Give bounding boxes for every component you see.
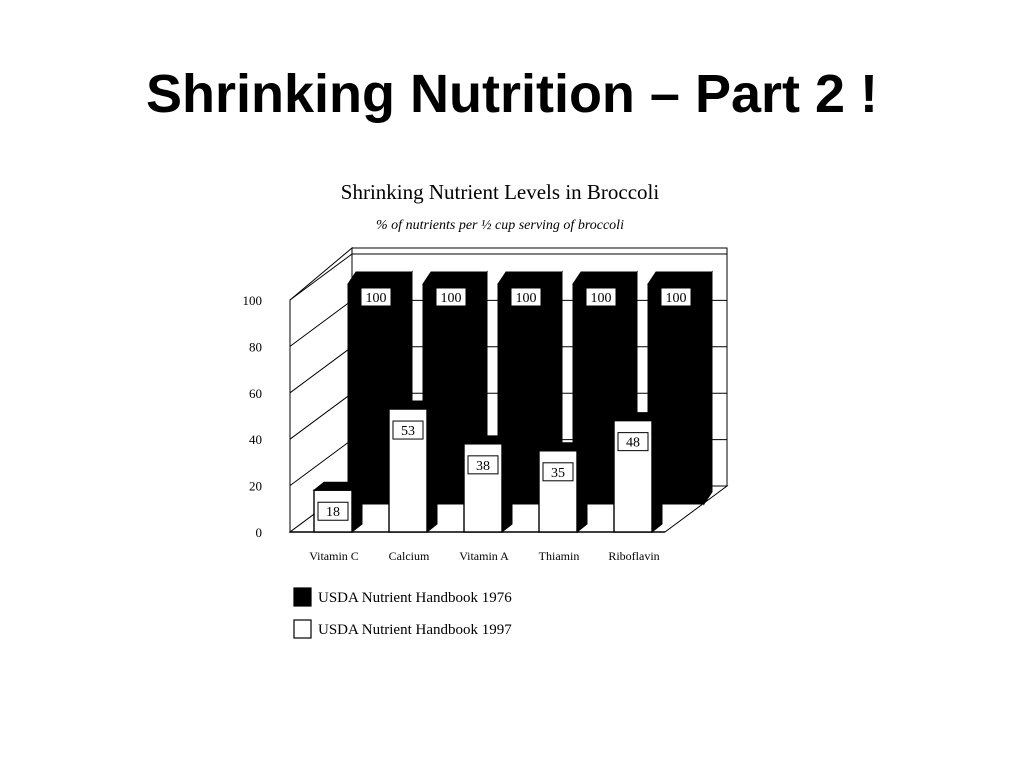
y-tick-label: 60 xyxy=(249,386,262,401)
bar-1997-label: 38 xyxy=(467,455,499,475)
bar-1976-label-text: 100 xyxy=(666,291,687,306)
legend-swatch xyxy=(293,587,312,607)
x-category-label: Calcium xyxy=(389,549,430,563)
chart-subtitle: % of nutrients per ½ cup serving of broc… xyxy=(376,218,624,233)
bar-1997-label: 35 xyxy=(542,462,574,482)
bar-1997-label-box xyxy=(317,501,349,521)
bar-1976-label-text: 100 xyxy=(441,291,462,306)
y-tick-labels: 0 20 40 60 80 100 xyxy=(243,293,263,540)
gridline-side xyxy=(289,439,353,487)
bar-1976-label: 100 xyxy=(585,287,617,307)
bar-1976-label-box xyxy=(510,287,542,307)
bar-1997-label-box xyxy=(467,455,499,475)
y-tick-label: 100 xyxy=(243,293,263,308)
bar-1997-side xyxy=(351,481,363,534)
bar-1997-label-text: 38 xyxy=(476,459,490,474)
x-category-label: Riboflavin xyxy=(608,549,659,563)
bar-1976-label-text: 100 xyxy=(516,291,537,306)
chart-legend: USDA Nutrient Handbook 1976 USDA Nutrient… xyxy=(293,587,512,639)
gridline-side xyxy=(289,299,353,347)
gridline-side xyxy=(289,253,353,301)
x-category-label: Thiamin xyxy=(539,549,580,563)
y-tick-label: 20 xyxy=(249,479,262,494)
bar-1976-top xyxy=(422,271,488,285)
bar-1976-side xyxy=(703,270,713,506)
bar-1997-label-text: 53 xyxy=(401,424,415,439)
bar-1997-label: 53 xyxy=(392,420,424,440)
slide-title: Shrinking Nutrition – Part 2 ! xyxy=(145,64,879,124)
y-tick-label: 40 xyxy=(249,432,262,447)
bar-1976-top xyxy=(347,271,413,285)
gridline-side xyxy=(289,346,353,394)
gridline-side xyxy=(289,392,353,440)
bar-1976-label-box xyxy=(660,287,692,307)
legend-label: USDA Nutrient Handbook 1976 xyxy=(318,590,512,606)
bar-1976-label-box xyxy=(360,287,392,307)
y-tick-label: 80 xyxy=(249,339,262,354)
bar-1997 xyxy=(537,441,589,534)
legend-label: USDA Nutrient Handbook 1997 xyxy=(318,622,512,638)
bar-1976-label: 100 xyxy=(510,287,542,307)
bar-1976-label-box xyxy=(585,287,617,307)
bar-1976-label: 100 xyxy=(435,287,467,307)
chart-bars: 100 100 100 100 100 18 53 38 35 48 xyxy=(312,270,713,534)
bar-1976-label-box xyxy=(435,287,467,307)
bar-1976-label-text: 100 xyxy=(366,291,387,306)
bar-1997-label-box xyxy=(617,432,649,452)
bar-1997-side xyxy=(501,434,513,534)
bar-1997-label-box xyxy=(392,420,424,440)
x-category-label: Vitamin A xyxy=(459,549,509,563)
bar-1997-side xyxy=(426,399,438,534)
bar-1976-top xyxy=(572,271,638,285)
bar-1976-top xyxy=(647,271,713,285)
chart-title: Shrinking Nutrient Levels in Broccoli xyxy=(341,180,660,204)
bar-1997-side xyxy=(576,441,588,534)
bar-1997-label: 48 xyxy=(617,432,649,452)
y-tick-label: 0 xyxy=(256,525,263,540)
bar-1997 xyxy=(612,411,664,534)
bar-1997-label-text: 35 xyxy=(551,466,565,481)
bar-1976-label: 100 xyxy=(660,287,692,307)
bar-1997-label-box xyxy=(542,462,574,482)
bar-1976-label-text: 100 xyxy=(591,291,612,306)
bar-1976-top xyxy=(497,271,563,285)
x-category-label: Vitamin C xyxy=(309,549,359,563)
bar-1976-label: 100 xyxy=(360,287,392,307)
bar-1997 xyxy=(462,434,514,534)
bar-1997-label: 18 xyxy=(317,501,349,521)
bar-1997-label-text: 48 xyxy=(626,436,640,451)
bar-1997-side xyxy=(651,411,663,534)
x-category-labels: Vitamin C Calcium Vitamin A Thiamin Riboflav… xyxy=(309,549,659,563)
legend-swatch xyxy=(293,619,312,639)
bar-1997-label-text: 18 xyxy=(326,505,340,520)
